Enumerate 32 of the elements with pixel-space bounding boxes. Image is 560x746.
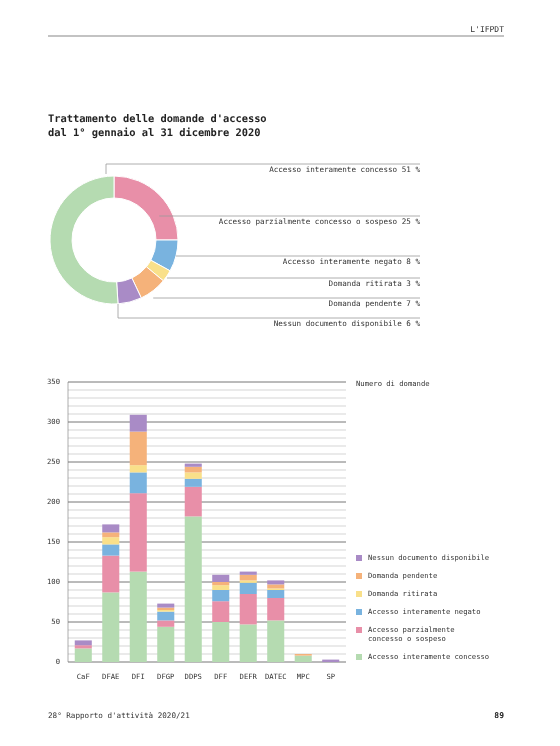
bar xyxy=(102,524,120,533)
bar xyxy=(184,478,202,487)
bar xyxy=(184,486,202,517)
bar xyxy=(239,624,257,662)
bar xyxy=(102,532,120,538)
bar xyxy=(267,590,285,598)
bar xyxy=(212,574,230,582)
bar xyxy=(184,516,202,662)
bar xyxy=(212,622,230,662)
bar xyxy=(102,555,120,593)
bar xyxy=(239,582,257,594)
bar xyxy=(157,611,175,621)
bar xyxy=(184,472,202,479)
bar xyxy=(294,655,312,662)
bar xyxy=(129,465,147,473)
bar xyxy=(157,626,175,662)
bar xyxy=(102,537,120,545)
bar xyxy=(102,544,120,556)
bar xyxy=(212,601,230,622)
bar xyxy=(129,571,147,662)
bar xyxy=(74,648,92,662)
bar xyxy=(102,592,120,662)
bar xyxy=(129,472,147,494)
bar xyxy=(157,620,175,627)
bar xyxy=(129,431,147,466)
bar xyxy=(267,598,285,621)
bar xyxy=(129,414,147,432)
bar xyxy=(74,640,92,646)
bar xyxy=(239,594,257,625)
bar xyxy=(267,620,285,662)
bar xyxy=(129,493,147,572)
bar xyxy=(212,590,230,602)
